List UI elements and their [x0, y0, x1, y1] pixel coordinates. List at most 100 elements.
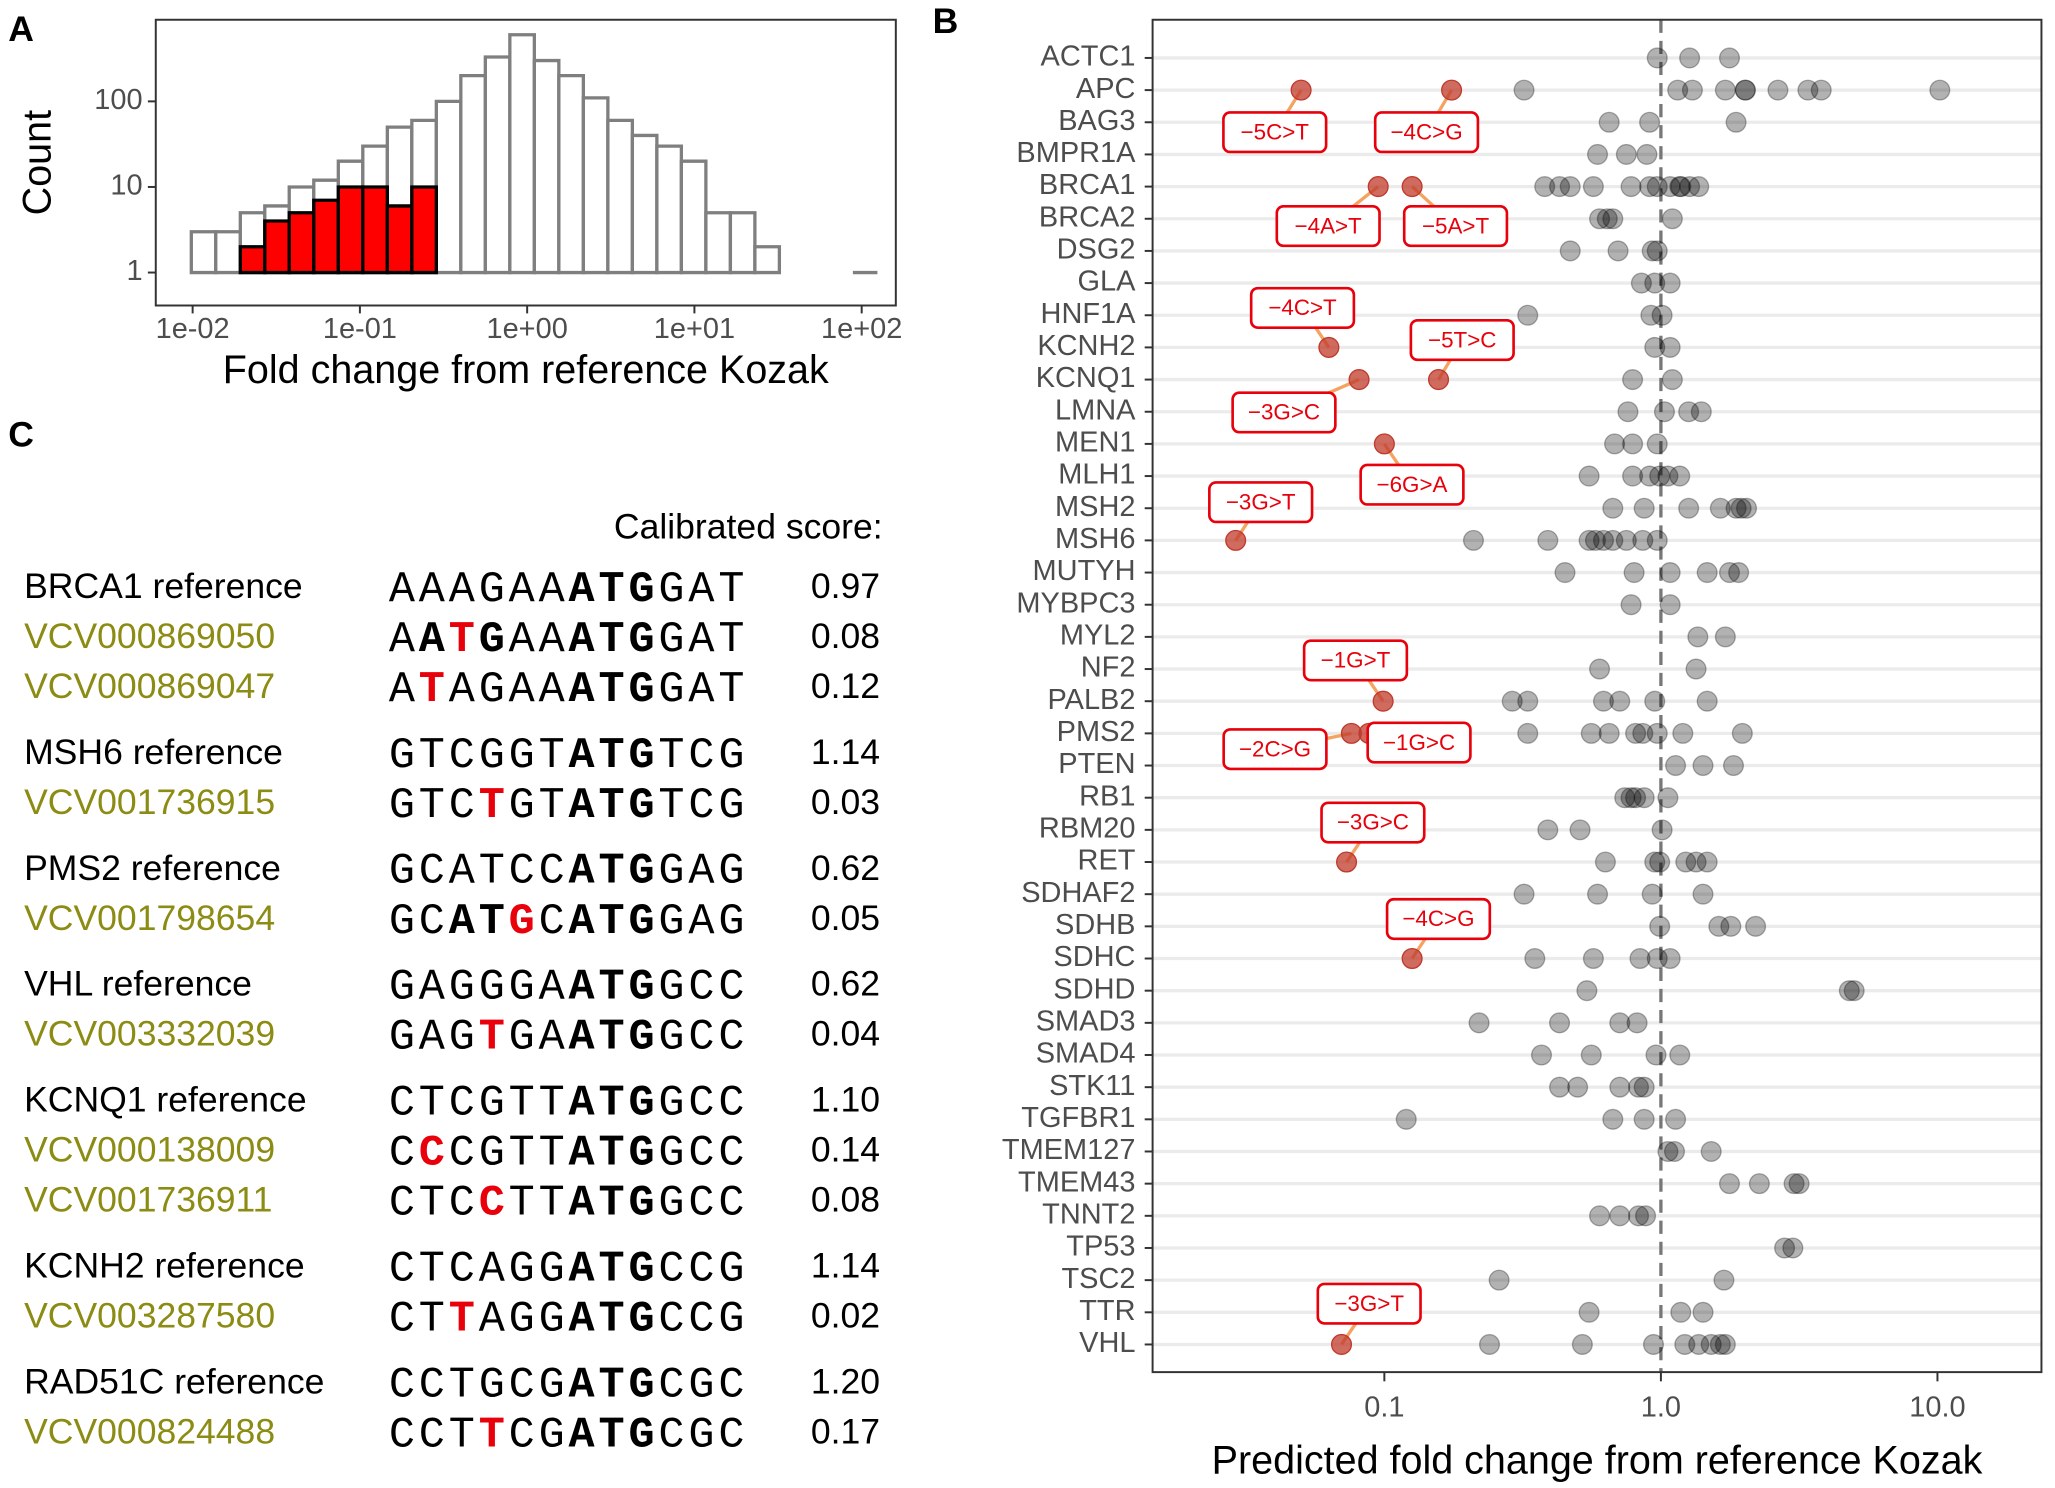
sequence-segment: CCG: [658, 1246, 748, 1295]
point: [1685, 658, 1707, 680]
sequence-segment: A: [419, 616, 449, 665]
sequence-segment: ATG: [569, 964, 659, 1013]
score: 0.02: [811, 1296, 880, 1336]
row-name: VCV001736911: [24, 1180, 272, 1220]
score: 0.62: [811, 964, 880, 1004]
x-axis-title: Predicted fold change from reference Koz…: [1212, 1438, 1983, 1482]
point: [1614, 787, 1636, 809]
histogram-bar: [557, 73, 586, 275]
sequence-segment: TCG: [658, 782, 748, 831]
score: 0.17: [811, 1411, 880, 1451]
sequence-segment: T: [479, 1412, 509, 1461]
point: [1517, 722, 1539, 744]
histogram-bar: [385, 204, 414, 275]
point: [1642, 1333, 1665, 1356]
x-tick-label: 10.0: [1909, 1392, 1965, 1424]
sequence: AAAGAAATGGAT: [389, 566, 748, 615]
sequence-segment: A: [389, 616, 419, 665]
sequence-segment: G: [479, 616, 509, 665]
sequence-segment: C: [479, 1180, 509, 1229]
score: 0.03: [811, 782, 880, 822]
y-tick-label: MEN1: [1055, 427, 1135, 459]
sequence-segment: T: [449, 1296, 479, 1345]
x-tick-label: 1e-01: [323, 313, 397, 345]
sequence-segment: ATG: [569, 848, 659, 897]
point: [1622, 465, 1644, 487]
point: [1639, 465, 1661, 487]
point: [1644, 272, 1666, 294]
point: [1633, 497, 1655, 519]
point: [1646, 433, 1668, 455]
point: [1580, 1044, 1602, 1066]
histogram-bar: [410, 185, 438, 275]
y-tick-label: MSH6: [1055, 523, 1135, 555]
sequence-segment: ATG: [569, 1014, 659, 1063]
x-axis-title: Fold change from reference Kozak: [223, 348, 829, 392]
point: [1767, 79, 1789, 101]
y-tick-label: SDHD: [1053, 973, 1135, 1005]
point: [1622, 369, 1644, 391]
y-tick-label: PMS2: [1057, 716, 1136, 748]
point: [1659, 176, 1681, 198]
sequence-segment: CCTGCG: [389, 1362, 569, 1411]
sequence-segment: GAG: [389, 1014, 479, 1063]
point: [1592, 529, 1615, 551]
variant-label: −3G>C: [1248, 400, 1320, 425]
point: [1462, 529, 1484, 551]
sequence-segment: CT: [389, 1296, 449, 1345]
point: [1688, 1333, 1710, 1356]
point: [1641, 240, 1663, 262]
point: [1714, 1333, 1736, 1356]
y-tick-label: TP53: [1066, 1231, 1135, 1263]
row-name: MSH6 reference: [24, 732, 283, 772]
point: [1534, 176, 1556, 198]
point: [1578, 1301, 1600, 1323]
point: [1714, 626, 1736, 648]
point: [1578, 465, 1600, 487]
histogram-bar: [679, 159, 708, 275]
point: [1468, 1012, 1490, 1034]
sequence-segment: ATG: [569, 1246, 659, 1295]
sequence-segment: GCC: [658, 964, 748, 1013]
point: [1609, 1076, 1631, 1098]
sequence-segment: GTCGGT: [389, 732, 569, 781]
sequence-segment: ATG: [569, 666, 659, 715]
row-name: BRCA1 reference: [24, 566, 303, 606]
y-tick-label: MLH1: [1058, 459, 1135, 491]
panel-label: A: [8, 9, 34, 49]
point: [1646, 47, 1668, 69]
point: [1633, 1108, 1655, 1130]
variant-point: [1427, 369, 1450, 391]
variant-label: −6G>A: [1377, 472, 1448, 497]
y-tick-label: TTR: [1079, 1295, 1135, 1327]
point: [1549, 176, 1571, 198]
point: [1571, 1333, 1593, 1356]
point: [1708, 915, 1730, 937]
point: [1635, 1205, 1657, 1227]
y-tick-label: SDHAF2: [1021, 877, 1135, 909]
y-tick-label: LMNA: [1055, 394, 1136, 426]
y-tick-label: RET: [1078, 845, 1136, 877]
sequence: ATAGAAATGGAT: [389, 666, 748, 715]
point: [1594, 851, 1616, 873]
point: [1672, 722, 1694, 744]
y-tick-label: PTEN: [1058, 748, 1135, 780]
point: [1730, 497, 1752, 519]
sequence-segment: T: [479, 1014, 509, 1063]
histogram-bar: [434, 99, 463, 275]
variant-label: −4C>G: [1402, 906, 1474, 931]
point: [1651, 304, 1673, 326]
point: [1687, 626, 1709, 648]
point: [1838, 980, 1860, 1002]
point: [1615, 529, 1637, 551]
sequence-segment: C: [539, 898, 569, 947]
row-name: VCV003332039: [24, 1014, 275, 1054]
score: 0.05: [811, 898, 880, 938]
point: [1627, 1076, 1650, 1098]
point: [1734, 79, 1756, 101]
y-tick-label: DSG2: [1057, 234, 1136, 266]
histogram-bar: [630, 133, 659, 275]
sequence-segment: GC: [389, 898, 449, 947]
point: [1622, 433, 1644, 455]
